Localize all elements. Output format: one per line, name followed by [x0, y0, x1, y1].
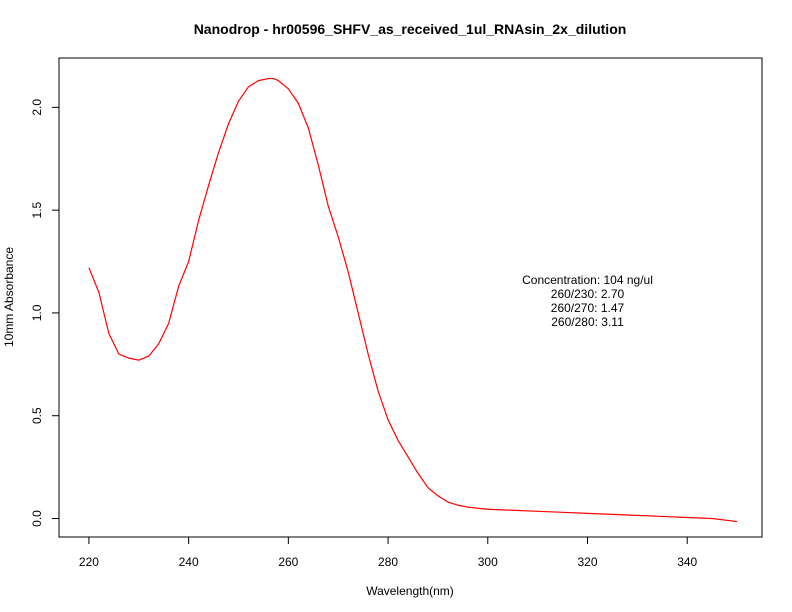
absorbance-series-line: [88, 77, 738, 523]
y-tick-label: 2.0: [30, 99, 44, 116]
y-tick-label: 1.0: [30, 304, 44, 321]
annotation-line: 260/230: 2.70: [551, 287, 625, 301]
y-tick-label: 0.5: [30, 407, 44, 424]
annotation-line: Concentration: 104 ng/ul: [522, 273, 653, 287]
x-tick-label: 280: [378, 555, 398, 569]
annotation-line: 260/270: 1.47: [551, 301, 625, 315]
x-tick-label: 220: [79, 555, 99, 569]
x-tick-label: 320: [577, 555, 597, 569]
annotation-line: 260/280: 3.11: [551, 315, 624, 329]
x-tick-label: 300: [478, 555, 498, 569]
x-tick-label: 240: [179, 555, 199, 569]
series-layer: [88, 77, 738, 523]
y-tick-label: 0.0: [30, 510, 44, 527]
y-tick-label: 1.5: [30, 201, 44, 218]
x-axis-label: Wavelength(nm): [366, 584, 454, 598]
plot-frame: [58, 57, 763, 538]
chart-title: Nanodrop - hr00596_SHFV_as_received_1ul_…: [194, 21, 627, 37]
x-axis: 220 240 260 280 300 320 340: [79, 536, 698, 569]
y-axis: 0.0 0.5 1.0 1.5 2.0: [30, 99, 60, 527]
y-axis-label: 10mm Absorbance: [2, 247, 16, 347]
x-tick-label: 260: [278, 555, 298, 569]
x-tick-label: 340: [677, 555, 697, 569]
